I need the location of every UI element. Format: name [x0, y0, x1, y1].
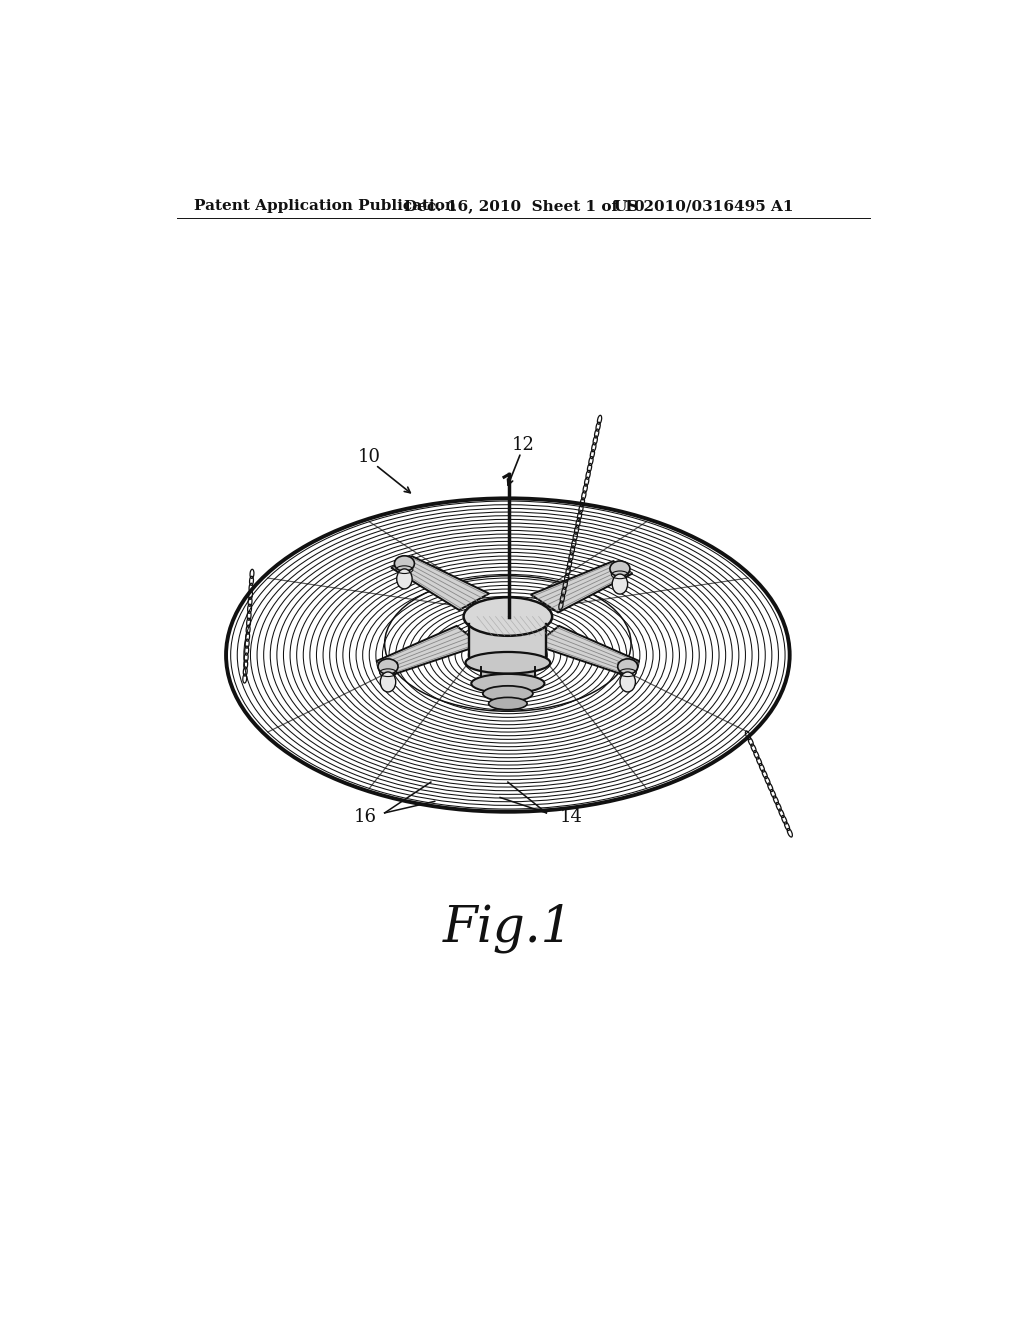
Text: Fig.1: Fig.1 — [442, 904, 573, 953]
Text: 12: 12 — [512, 436, 535, 454]
Ellipse shape — [620, 672, 636, 692]
Ellipse shape — [610, 561, 630, 577]
Text: 14: 14 — [559, 808, 583, 826]
Polygon shape — [535, 626, 639, 675]
Polygon shape — [391, 556, 489, 610]
Text: Dec. 16, 2010  Sheet 1 of 10: Dec. 16, 2010 Sheet 1 of 10 — [403, 199, 644, 213]
Ellipse shape — [396, 569, 412, 589]
Text: 16: 16 — [354, 808, 377, 826]
Ellipse shape — [378, 659, 398, 675]
Ellipse shape — [466, 652, 550, 673]
Ellipse shape — [483, 686, 532, 701]
Ellipse shape — [380, 672, 395, 692]
Ellipse shape — [488, 697, 527, 710]
Ellipse shape — [471, 675, 545, 693]
Ellipse shape — [464, 597, 552, 636]
Ellipse shape — [394, 556, 415, 572]
Text: Patent Application Publication: Patent Application Publication — [194, 199, 456, 213]
Ellipse shape — [617, 659, 638, 675]
Text: 10: 10 — [357, 449, 381, 466]
Text: US 2010/0316495 A1: US 2010/0316495 A1 — [614, 199, 794, 213]
Ellipse shape — [612, 574, 628, 594]
Polygon shape — [530, 561, 633, 612]
Polygon shape — [377, 626, 481, 675]
